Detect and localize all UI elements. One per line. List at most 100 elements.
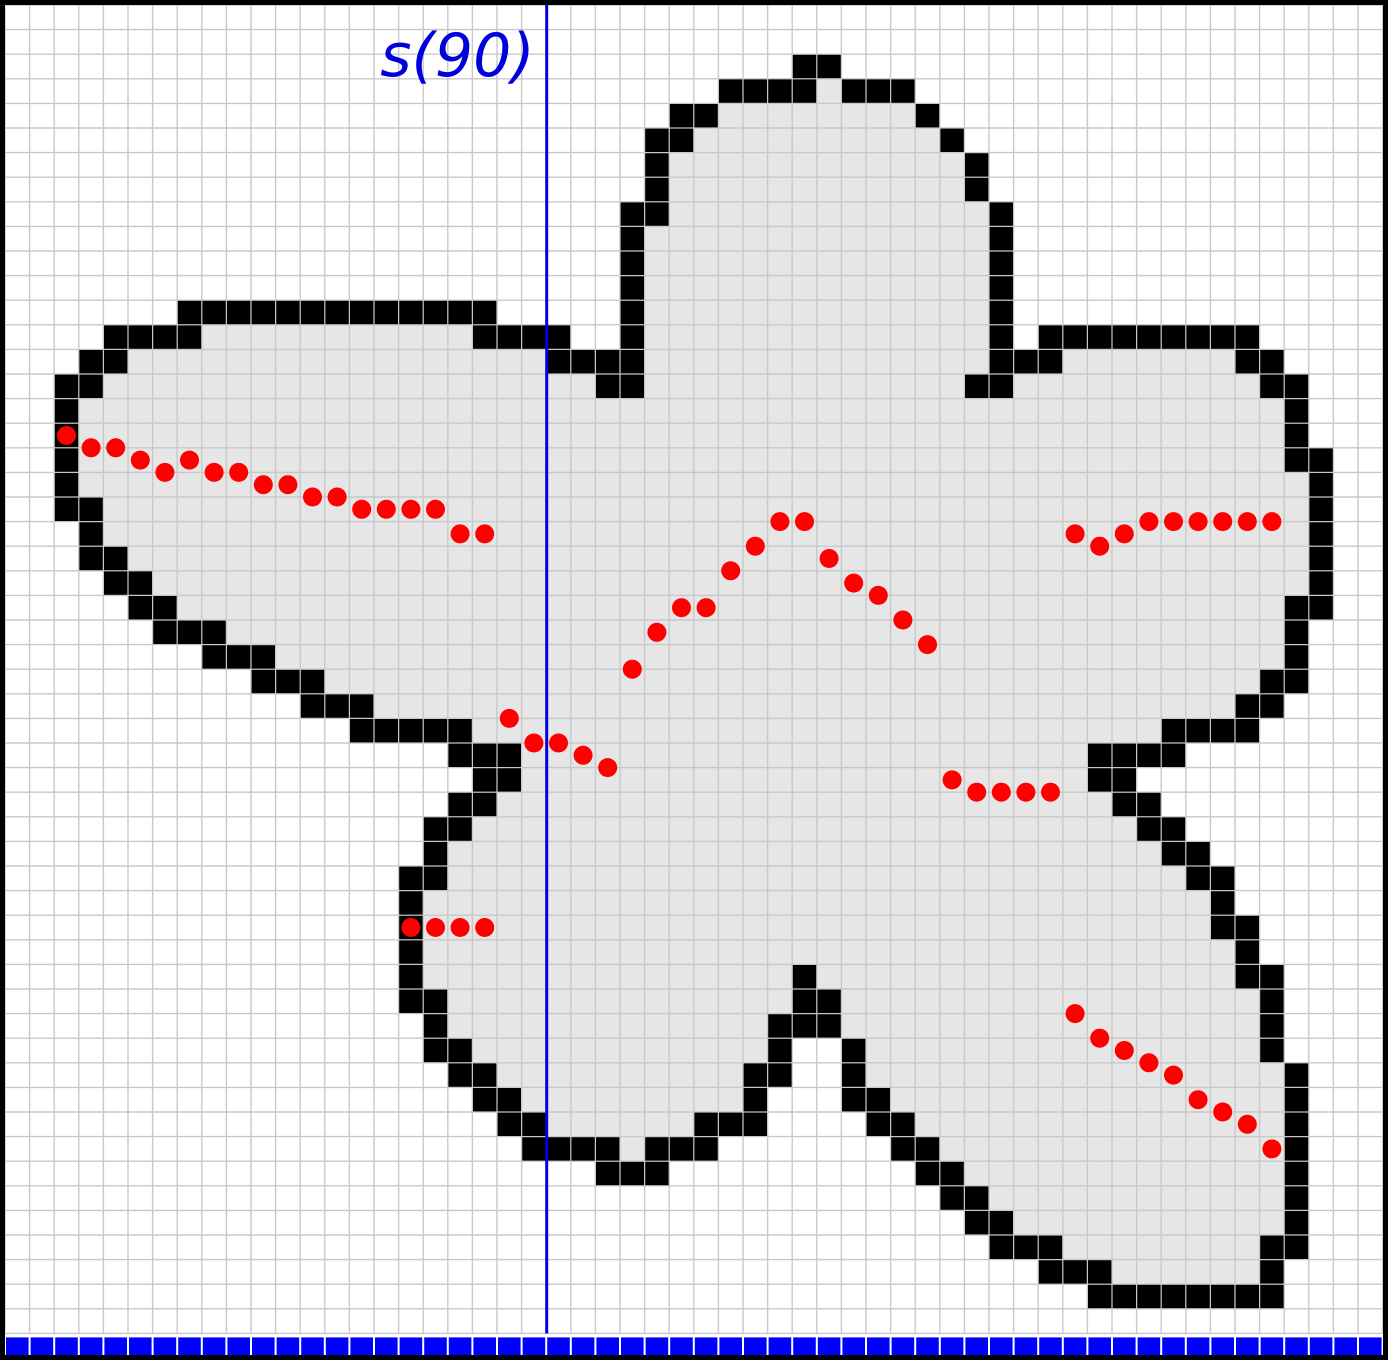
boundary-cell xyxy=(1235,694,1259,718)
interior-cell xyxy=(669,398,694,424)
interior-cell xyxy=(644,767,670,793)
boundary-cell xyxy=(1211,325,1235,349)
shape-interior xyxy=(78,78,1309,1285)
interior-cell xyxy=(570,472,596,497)
interior-cell xyxy=(226,497,251,522)
interior-cell xyxy=(275,521,301,547)
interior-cell xyxy=(595,693,620,719)
interior-cell xyxy=(743,447,768,473)
interior-cell xyxy=(620,816,645,842)
boundary-cell xyxy=(522,1137,546,1161)
interior-cell xyxy=(743,152,768,178)
interior-cell xyxy=(177,595,202,620)
interior-cell xyxy=(1185,546,1211,571)
interior-cell xyxy=(1210,1038,1235,1063)
red-dot xyxy=(1139,512,1159,532)
interior-cell xyxy=(1185,1112,1211,1137)
interior-cell xyxy=(423,324,448,350)
interior-cell xyxy=(521,595,547,620)
red-dot xyxy=(229,462,249,482)
interior-cell xyxy=(989,423,1014,448)
interior-cell xyxy=(693,201,719,227)
interior-cell xyxy=(743,718,768,743)
interior-cell xyxy=(1161,915,1186,940)
interior-cell xyxy=(201,398,227,424)
boundary-cell xyxy=(153,620,177,644)
bottom-bar-cell xyxy=(252,1337,275,1355)
interior-cell xyxy=(693,816,719,842)
interior-cell xyxy=(841,152,866,178)
interior-cell xyxy=(866,718,891,743)
interior-cell xyxy=(989,669,1014,694)
interior-cell xyxy=(349,423,374,448)
interior-cell xyxy=(521,939,547,965)
interior-cell xyxy=(570,423,596,448)
red-dot xyxy=(549,733,568,753)
interior-cell xyxy=(251,349,276,374)
boundary-cell xyxy=(128,325,152,349)
interior-cell xyxy=(423,374,448,399)
interior-cell xyxy=(890,423,916,448)
boundary-cell xyxy=(940,1186,964,1210)
boundary-cell xyxy=(1112,325,1136,349)
interior-cell xyxy=(1087,1161,1112,1186)
interior-cell xyxy=(275,374,301,399)
interior-cell xyxy=(1112,644,1137,670)
interior-cell xyxy=(669,939,694,965)
boundary-cell xyxy=(473,1088,497,1112)
interior-cell xyxy=(1038,423,1063,448)
interior-cell xyxy=(201,374,227,399)
red-dot xyxy=(1237,512,1257,532)
boundary-cell xyxy=(104,350,128,374)
interior-cell xyxy=(964,989,989,1014)
interior-cell xyxy=(1062,767,1088,793)
interior-cell xyxy=(693,472,719,497)
interior-cell xyxy=(201,521,227,547)
interior-cell xyxy=(669,349,694,374)
boundary-cell xyxy=(1260,965,1284,989)
interior-cell xyxy=(177,546,202,571)
interior-cell xyxy=(1112,497,1137,522)
interior-cell xyxy=(841,767,866,793)
interior-cell xyxy=(866,989,891,1014)
interior-cell xyxy=(767,472,793,497)
interior-cell xyxy=(866,226,891,251)
bottom-bar-cell xyxy=(1113,1337,1136,1355)
red-dot xyxy=(1114,1041,1134,1060)
boundary-cell xyxy=(1137,792,1161,817)
interior-cell xyxy=(915,521,940,547)
interior-cell xyxy=(226,595,251,620)
interior-cell xyxy=(743,939,768,965)
boundary-cell xyxy=(743,79,767,103)
interior-cell xyxy=(743,767,768,793)
interior-cell xyxy=(644,989,670,1014)
boundary-cell xyxy=(1284,669,1309,694)
interior-cell xyxy=(1112,1013,1137,1039)
boundary-cell xyxy=(1235,350,1259,374)
interior-cell xyxy=(324,620,350,645)
interior-cell xyxy=(989,989,1014,1014)
interior-cell xyxy=(1161,472,1186,497)
interior-cell xyxy=(398,374,424,399)
interior-cell xyxy=(939,1136,965,1162)
red-dot xyxy=(450,524,470,544)
interior-cell xyxy=(915,374,940,399)
interior-cell xyxy=(78,398,104,424)
boundary-cell xyxy=(423,300,448,325)
interior-cell xyxy=(103,521,128,547)
interior-cell xyxy=(792,423,817,448)
interior-cell xyxy=(275,324,301,350)
interior-cell xyxy=(1112,1112,1137,1137)
bottom-bar-cell xyxy=(719,1337,742,1355)
interior-cell xyxy=(1161,1038,1186,1063)
interior-cell xyxy=(497,1013,522,1039)
interior-cell xyxy=(300,595,325,620)
interior-cell xyxy=(128,546,153,571)
interior-cell xyxy=(1235,472,1260,497)
interior-cell xyxy=(915,349,940,374)
interior-cell xyxy=(792,644,817,670)
interior-cell xyxy=(1235,1185,1260,1211)
interior-cell xyxy=(570,693,596,719)
interior-cell xyxy=(201,349,227,374)
interior-cell xyxy=(693,1087,719,1112)
